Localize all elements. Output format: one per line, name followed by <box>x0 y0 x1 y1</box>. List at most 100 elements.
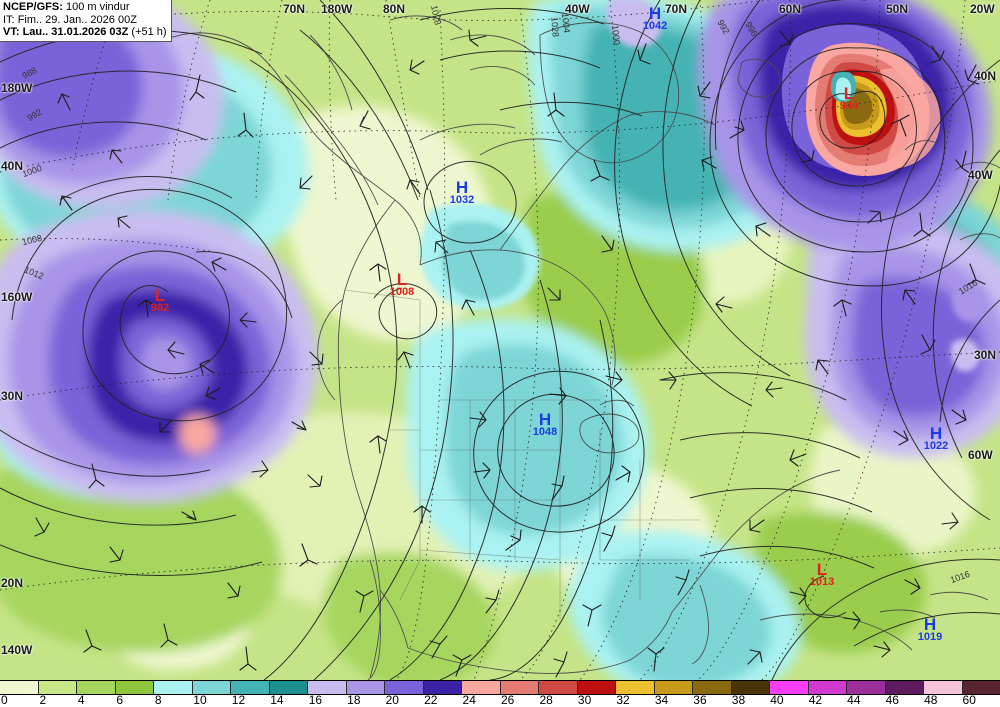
pressure-center-low[interactable]: L 944 <box>840 84 858 112</box>
colorbar-tick: 44 <box>847 693 861 707</box>
colorbar-swatch <box>423 681 462 694</box>
graticule-label: 80N <box>383 2 406 16</box>
colorbar-tick: 28 <box>539 693 553 707</box>
colorbar-swatch <box>616 681 655 694</box>
colorbar-tick-labels: 0 2 4 6 8 10 12 14 16 18 20 22 24 26 28 30 32 34 36 38 40 42 4… <box>0 693 1000 707</box>
weather-map-canvas[interactable]: 70N 180W 80N 40W 70N 60N 50N 20W 180W 40… <box>0 0 1000 680</box>
colorbar-tick: 38 <box>731 693 746 707</box>
info-init-time: Fim.. 29. Jan.. 2026 00Z <box>17 13 137 26</box>
pressure-center-high[interactable]: H 1042 <box>642 4 668 32</box>
pressure-center-letter: H <box>455 178 469 197</box>
pressure-center-letter: H <box>929 424 943 443</box>
colorbar-swatch <box>654 681 693 694</box>
graticule-label: 60W <box>968 448 993 462</box>
colorbar-swatch <box>154 681 193 694</box>
isobar-label: 1000 <box>609 24 623 46</box>
info-valid-label: VT: <box>3 26 20 38</box>
graticule-label: 40N <box>1 159 24 173</box>
pressure-center-letter: H <box>648 4 662 23</box>
graticule-label: 180W <box>1 81 33 95</box>
colorbar-swatch <box>308 681 347 694</box>
graticule-label: 40W <box>565 2 590 16</box>
pressure-center-value: 1008 <box>389 286 415 298</box>
colorbar-tick: 14 <box>270 693 284 707</box>
colorbar-tick: 20 <box>385 693 399 707</box>
colorbar-swatch <box>770 681 809 694</box>
colorbar-swatch <box>0 681 39 694</box>
info-model-line: NCEP/GFS: 100 m vindur <box>3 1 167 14</box>
colorbar-tick: 24 <box>462 693 476 707</box>
colorbar-tick: 30 <box>577 693 592 707</box>
pressure-center-letter: L <box>154 286 166 305</box>
colorbar-tick: 32 <box>616 693 630 707</box>
graticule-label: 140W <box>1 643 33 657</box>
colorbar-tick: 22 <box>424 693 438 707</box>
colorbar-swatch <box>962 681 1000 694</box>
pressure-center-low[interactable]: L 1013 <box>810 560 834 588</box>
colorbar-swatch <box>115 681 154 694</box>
colorbar-tick: 18 <box>347 693 361 707</box>
colorbar-swatch <box>269 681 308 694</box>
colorbar-tick: 8 <box>154 693 162 707</box>
colorbar-swatch <box>924 681 963 694</box>
colorbar-swatch <box>500 681 539 694</box>
colorbar-swatch <box>346 681 385 694</box>
colorbar-swatch <box>539 681 578 694</box>
graticule-label: 20W <box>970 2 995 16</box>
graticule-label: 180W <box>321 2 353 16</box>
info-valid-line: VT: Lau.. 31.01.2026 03Z (+51 h) <box>3 26 167 39</box>
graticule-label: 40W <box>968 168 993 182</box>
colorbar-tick: 46 <box>885 693 899 707</box>
isobar-label: 1028 <box>549 16 561 38</box>
colorbar-tick: 26 <box>501 693 515 707</box>
pressure-center-low[interactable]: L 1008 <box>389 270 415 298</box>
colorbar-tick: 42 <box>808 693 823 707</box>
pressure-center-letter: H <box>538 410 552 429</box>
colorbar-swatch <box>462 681 501 694</box>
colorbar-tick: 36 <box>693 693 707 707</box>
colorbar-tick: 34 <box>654 693 669 707</box>
colorbar-swatch <box>693 681 732 694</box>
pressure-center-letter: L <box>816 560 828 579</box>
colorbar-swatches <box>0 681 1000 694</box>
info-valid-time: Lau.. 31.01.2026 03Z <box>22 26 129 38</box>
wind-speed-colorbar[interactable]: 0 2 4 6 8 10 12 14 16 18 20 22 24 26 28 30 32 34 36 38 40 42 4… <box>0 680 1000 707</box>
pressure-center-high[interactable]: H 1019 <box>917 615 943 643</box>
pressure-center-low[interactable]: L 982 <box>151 286 169 314</box>
pressure-center-value: 1019 <box>917 631 943 643</box>
colorbar-swatch <box>885 681 924 694</box>
graticule-label: 40N <box>974 69 997 83</box>
graticule-label: 160W <box>1 290 33 304</box>
colorbar-tick: 48 <box>924 693 938 707</box>
map-raster-svg <box>0 0 1000 680</box>
pressure-center-letter: L <box>396 270 408 289</box>
colorbar-swatch <box>808 681 847 694</box>
graticule-label: 20N <box>1 576 24 590</box>
colorbar-tick: 12 <box>231 693 246 707</box>
pressure-center-high[interactable]: H 1022 <box>924 424 948 452</box>
graticule-label: 70N <box>665 2 688 16</box>
colorbar-swatch <box>192 681 231 694</box>
graticule-label: 30N <box>1 389 24 403</box>
colorbar-swatch <box>77 681 116 694</box>
graticule-label: 30N <box>974 348 997 362</box>
colorbar-swatch <box>847 681 886 694</box>
colorbar-axis-line <box>0 694 1000 695</box>
graticule-label: 50N <box>886 2 909 16</box>
pressure-center-value: 1048 <box>532 426 558 438</box>
info-model-label: NCEP/GFS: <box>3 1 63 13</box>
pressure-center-letter: H <box>923 615 937 634</box>
colorbar-tick: 60 <box>962 693 976 707</box>
colorbar-swatch <box>577 681 616 694</box>
colorbar-swatch <box>731 681 770 694</box>
graticule-label: 70N <box>283 2 306 16</box>
pressure-center-high[interactable]: H 1048 <box>532 410 558 438</box>
pressure-center-high[interactable]: H 1032 <box>449 178 475 206</box>
pressure-center-value: 1042 <box>642 20 668 32</box>
pressure-center-value: 1032 <box>449 194 475 206</box>
info-init-label: IT: <box>3 13 15 26</box>
colorbar-swatch <box>38 681 77 694</box>
graticule-label: 60N <box>779 2 802 16</box>
pressure-center-letter: L <box>843 84 855 103</box>
